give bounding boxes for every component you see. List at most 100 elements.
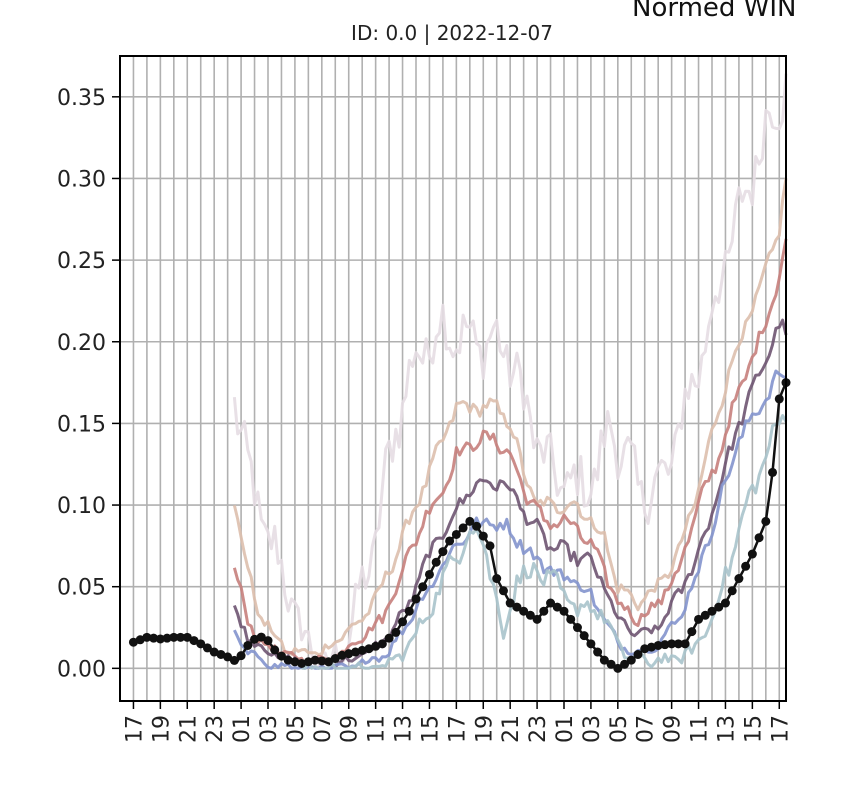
data-point: [519, 606, 529, 616]
data-point: [472, 521, 482, 531]
data-point: [572, 623, 582, 633]
y-tick-label: 0.15: [57, 412, 106, 437]
x-tick-label: 05: [607, 715, 632, 743]
data-point: [633, 649, 643, 659]
data-point: [606, 659, 616, 669]
data-point: [445, 536, 455, 546]
data-point: [532, 614, 542, 624]
data-point: [202, 643, 212, 653]
data-point: [498, 586, 508, 596]
y-tick-label: 0.30: [57, 167, 106, 192]
x-tick-label: 09: [338, 715, 363, 743]
x-tick-label: 09: [661, 715, 686, 743]
data-point: [169, 632, 179, 642]
data-point: [155, 634, 165, 644]
data-point: [727, 586, 737, 596]
data-point: [667, 639, 677, 649]
x-tick-label: 01: [230, 715, 255, 743]
x-tick-label: 21: [176, 715, 201, 743]
data-point: [196, 639, 206, 649]
data-point: [653, 640, 663, 650]
data-point: [768, 467, 778, 477]
y-tick-label: 0.20: [57, 331, 106, 356]
series-group: [128, 73, 791, 673]
data-point: [283, 655, 293, 665]
data-point: [317, 656, 327, 666]
data-point: [297, 658, 307, 668]
data-point: [182, 632, 192, 642]
series-line-5: [301, 414, 788, 670]
data-point: [176, 632, 186, 642]
x-tick-label: 03: [580, 715, 605, 743]
data-point: [263, 636, 273, 646]
data-point: [761, 516, 771, 526]
data-point: [626, 655, 636, 665]
data-point: [646, 642, 656, 652]
data-point: [458, 523, 468, 533]
data-point: [290, 657, 300, 667]
x-tick-label: 11: [688, 715, 713, 743]
data-point: [579, 631, 589, 641]
data-point: [505, 598, 515, 608]
data-point: [552, 602, 562, 612]
x-tick-label: 23: [526, 715, 551, 743]
data-point: [492, 574, 502, 584]
data-point: [256, 632, 266, 642]
data-point: [384, 633, 394, 643]
data-point: [404, 606, 414, 616]
figure-suptitle: Normed WIN: [632, 0, 797, 23]
x-tick-label: 13: [714, 715, 739, 743]
plot-frame: [119, 55, 787, 702]
data-point: [613, 663, 623, 673]
x-tick-label: 05: [284, 715, 309, 743]
data-point: [774, 394, 784, 404]
x-tick-label: 17: [122, 715, 147, 743]
series-line-0: [232, 73, 788, 670]
data-point: [586, 639, 596, 649]
data-point: [344, 649, 354, 659]
data-point: [243, 640, 253, 650]
data-point: [640, 644, 650, 654]
y-tick-label: 0.35: [57, 86, 106, 111]
x-tick-label: 17: [768, 715, 793, 743]
data-point: [377, 639, 387, 649]
data-point: [337, 650, 347, 660]
data-point: [142, 632, 152, 642]
x-tick-label: 07: [634, 715, 659, 743]
data-point: [438, 547, 448, 557]
x-tick-label: 03: [257, 715, 282, 743]
data-point: [189, 636, 199, 646]
x-tick-label: 17: [445, 715, 470, 743]
data-point: [357, 645, 367, 655]
data-point: [276, 651, 286, 661]
data-point: [680, 639, 690, 649]
data-point: [310, 655, 320, 665]
data-point: [465, 516, 475, 526]
data-point: [734, 574, 744, 584]
data-point: [223, 652, 233, 662]
data-point: [546, 598, 556, 608]
data-point: [324, 657, 334, 667]
data-point: [451, 529, 461, 539]
data-point: [660, 640, 670, 650]
y-axis: 0.00 0.05 0.10 0.15 0.20 0.25 0.30 0.35: [57, 86, 120, 682]
data-point: [398, 617, 408, 627]
data-point: [391, 627, 401, 637]
data-point: [270, 645, 280, 655]
data-point: [687, 627, 697, 637]
data-point: [720, 598, 730, 608]
x-axis: 17 19 21 23 01 03 05 07 09 11 13 15 17 19 21 23 01 03 05 07…: [122, 701, 793, 743]
series-line-1: [232, 178, 788, 657]
data-point: [485, 541, 495, 551]
data-point: [303, 657, 313, 667]
data-point: [747, 549, 757, 559]
data-point: [162, 633, 172, 643]
x-tick-label: 11: [365, 715, 390, 743]
x-tick-label: 01: [553, 715, 578, 743]
data-point: [330, 654, 340, 664]
data-point: [559, 606, 569, 616]
data-point: [418, 582, 428, 592]
y-tick-label: 0.25: [57, 249, 106, 274]
x-tick-label: 15: [741, 715, 766, 743]
x-tick-label: 07: [311, 715, 336, 743]
